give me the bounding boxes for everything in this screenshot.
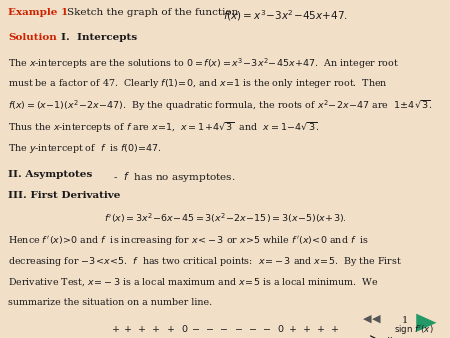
Text: Solution: Solution bbox=[8, 33, 57, 42]
Polygon shape bbox=[416, 314, 436, 332]
Text: summarize the situation on a number line.: summarize the situation on a number line… bbox=[8, 298, 212, 307]
Text: III. First Derivative: III. First Derivative bbox=[8, 191, 121, 200]
Text: Thus the $x$-intercepts of $f$ are $x\!=\!1$,  $x = 1\!+\!4\sqrt{3}$  and  $x = : Thus the $x$-intercepts of $f$ are $x\!=… bbox=[8, 120, 320, 135]
Text: Sketch the graph of the function: Sketch the graph of the function bbox=[67, 8, 241, 18]
Text: must be a factor of 47.  Clearly $f(1)\!=\!0$, and $x\!=\!1$ is the only integer: must be a factor of 47. Clearly $f(1)\!=… bbox=[8, 77, 388, 90]
Text: The $x$-intercepts are the solutions to $0= f(x) = x^3\!-\!3x^2\!-\!45x\!+\!47$.: The $x$-intercepts are the solutions to … bbox=[8, 56, 399, 71]
Text: II. Asymptotes: II. Asymptotes bbox=[8, 170, 92, 179]
Text: Hence $f\,'(x)\!>\!0$ and $f$  is increasing for $x\!<\!-3$ or $x\!>\!5$ while $: Hence $f\,'(x)\!>\!0$ and $f$ is increas… bbox=[8, 234, 369, 246]
Text: decreasing for $-3\!<\!x\!<\!5$.  $f$  has two critical points:  $x\!=\!-3$ and : decreasing for $-3\!<\!x\!<\!5$. $f$ has… bbox=[8, 255, 402, 268]
Text: -  $f$  has no asymptotes.: - $f$ has no asymptotes. bbox=[110, 170, 236, 184]
Text: $\mathrm{sign}\;f\,'(x)$: $\mathrm{sign}\;f\,'(x)$ bbox=[394, 323, 433, 336]
Text: I.  Intercepts: I. Intercepts bbox=[61, 33, 137, 42]
Text: $\blacktriangleleft\!\!\blacktriangleleft$: $\blacktriangleleft\!\!\blacktrianglelef… bbox=[360, 312, 382, 325]
Text: Example 1: Example 1 bbox=[8, 8, 68, 18]
Text: $f\,'(x) = 3x^2\!-\!6x\!-\!45 = 3(x^2\!-\!2x\!-\!15) = 3(x\!-\!5)(x\!+\!3).$: $f\,'(x) = 3x^2\!-\!6x\!-\!45 = 3(x^2\!-… bbox=[104, 212, 346, 225]
Text: The $y$-intercept of  $f$  is $f(0)\!=\!47$.: The $y$-intercept of $f$ is $f(0)\!=\!47… bbox=[8, 142, 162, 154]
Text: Derivative Test, $x\!=\!-3$ is a local maximum and $x\!=\!5$ is a local minimum.: Derivative Test, $x\!=\!-3$ is a local m… bbox=[8, 276, 379, 288]
Text: $f(x) = x^3\!-\!3x^2\!-\!45x\!+\!47$.: $f(x) = x^3\!-\!3x^2\!-\!45x\!+\!47$. bbox=[223, 8, 348, 23]
Text: $x$: $x$ bbox=[386, 335, 393, 338]
Text: $f(x) = (x\!-\!1)(x^2\!-\!2x\!-\!47)$.  By the quadratic formula, the roots of $: $f(x) = (x\!-\!1)(x^2\!-\!2x\!-\!47)$. B… bbox=[8, 99, 433, 113]
Text: $+\;+\;+\;+\;+\;\;0\;-\;-\;-\;-\;-\;-\;\;0\;+\;+\;+\;+$: $+\;+\;+\;+\;+\;\;0\;-\;-\;-\;-\;-\;-\;\… bbox=[111, 323, 339, 334]
Text: 1: 1 bbox=[402, 316, 408, 325]
